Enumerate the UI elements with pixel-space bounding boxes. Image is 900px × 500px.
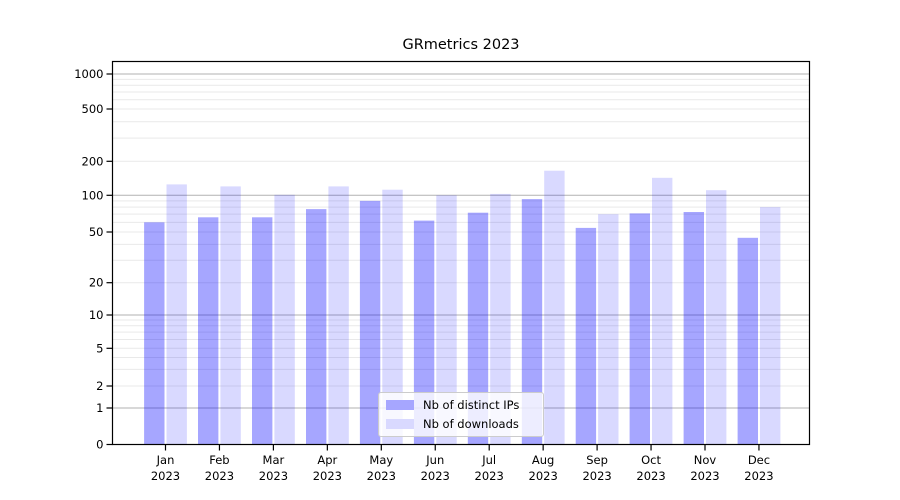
x-tick-label-month: Jan	[156, 453, 175, 467]
bar-nov-distinct-ips	[683, 212, 704, 445]
y-tick-label: 1000	[74, 67, 103, 81]
x-tick-label-year: 2023	[367, 469, 396, 483]
y-tick-label: 2	[96, 379, 103, 393]
bar-feb-distinct-ips	[198, 217, 219, 445]
y-tick-label: 500	[82, 102, 104, 116]
y-tick-label: 5	[96, 341, 103, 355]
bar-dec-downloads	[760, 207, 781, 445]
x-tick-label-year: 2023	[259, 469, 288, 483]
y-tick-label: 20	[89, 276, 104, 290]
y-tick-label: 50	[89, 225, 104, 239]
bar-jun-distinct-ips	[413, 220, 435, 445]
x-tick-label-month: Mar	[263, 453, 285, 467]
bar-jul-distinct-ips	[467, 212, 489, 445]
bar-apr-downloads	[328, 186, 349, 445]
bar-apr-distinct-ips	[306, 209, 327, 445]
x-tick-label-month: Sep	[586, 453, 608, 467]
bar-jan-distinct-ips	[144, 222, 165, 445]
x-tick-label-year: 2023	[690, 469, 719, 483]
y-tick-label: 0	[96, 438, 103, 452]
legend-label-distinct-ips: Nb of distinct IPs	[423, 398, 520, 412]
bar-sep-downloads	[598, 214, 619, 445]
legend-item-distinct-ips: Nb of distinct IPs	[386, 398, 535, 412]
x-tick-label-month: Apr	[317, 453, 337, 467]
x-tick-label-month: Nov	[694, 453, 717, 467]
legend: Nb of distinct IPs Nb of downloads	[378, 392, 544, 437]
legend-swatch-distinct-ips	[386, 400, 414, 410]
bar-mar-distinct-ips	[252, 217, 273, 445]
x-tick-label-year: 2023	[475, 469, 504, 483]
bar-jan-downloads	[166, 184, 187, 445]
x-tick-label-month: Dec	[748, 453, 770, 467]
y-tick-label: 10	[89, 308, 104, 322]
bar-may-distinct-ips	[359, 200, 381, 445]
bar-aug-downloads	[544, 170, 565, 445]
y-tick-label: 1	[96, 401, 103, 415]
x-tick-label-month: Jul	[481, 453, 496, 467]
x-tick-label-year: 2023	[151, 469, 180, 483]
legend-item-downloads: Nb of downloads	[386, 417, 535, 431]
bar-feb-downloads	[220, 186, 241, 445]
bar-aug-distinct-ips	[521, 199, 543, 445]
bar-oct-distinct-ips	[629, 213, 650, 445]
bar-jun-downloads	[436, 195, 457, 445]
y-tick-label: 200	[82, 154, 104, 168]
bar-dec-distinct-ips	[737, 237, 758, 445]
bar-jul-downloads	[490, 193, 511, 445]
chart-title: GRmetrics 2023	[402, 37, 520, 53]
x-tick-label-year: 2023	[744, 469, 773, 483]
x-tick-label-month: Feb	[209, 453, 229, 467]
bar-mar-downloads	[274, 194, 295, 445]
bar-nov-downloads	[706, 190, 727, 445]
x-tick-label-month: Oct	[641, 453, 661, 467]
legend-label-downloads: Nb of downloads	[423, 417, 519, 431]
legend-swatch-downloads	[386, 419, 414, 429]
bar-oct-downloads	[652, 177, 673, 445]
x-tick-label-month: May	[369, 453, 393, 467]
bar-sep-distinct-ips	[575, 227, 597, 445]
x-tick-label-month: Jun	[425, 453, 444, 467]
y-tick-label: 100	[82, 188, 104, 202]
x-tick-label-month: Aug	[532, 453, 554, 467]
x-tick-label-year: 2023	[529, 469, 558, 483]
x-tick-label-year: 2023	[421, 469, 450, 483]
x-tick-label-year: 2023	[205, 469, 234, 483]
x-tick-label-year: 2023	[636, 469, 665, 483]
plot-frame	[111, 60, 811, 446]
bar-may-downloads	[382, 189, 403, 445]
x-tick-label-year: 2023	[582, 469, 611, 483]
x-tick-label-year: 2023	[313, 469, 342, 483]
